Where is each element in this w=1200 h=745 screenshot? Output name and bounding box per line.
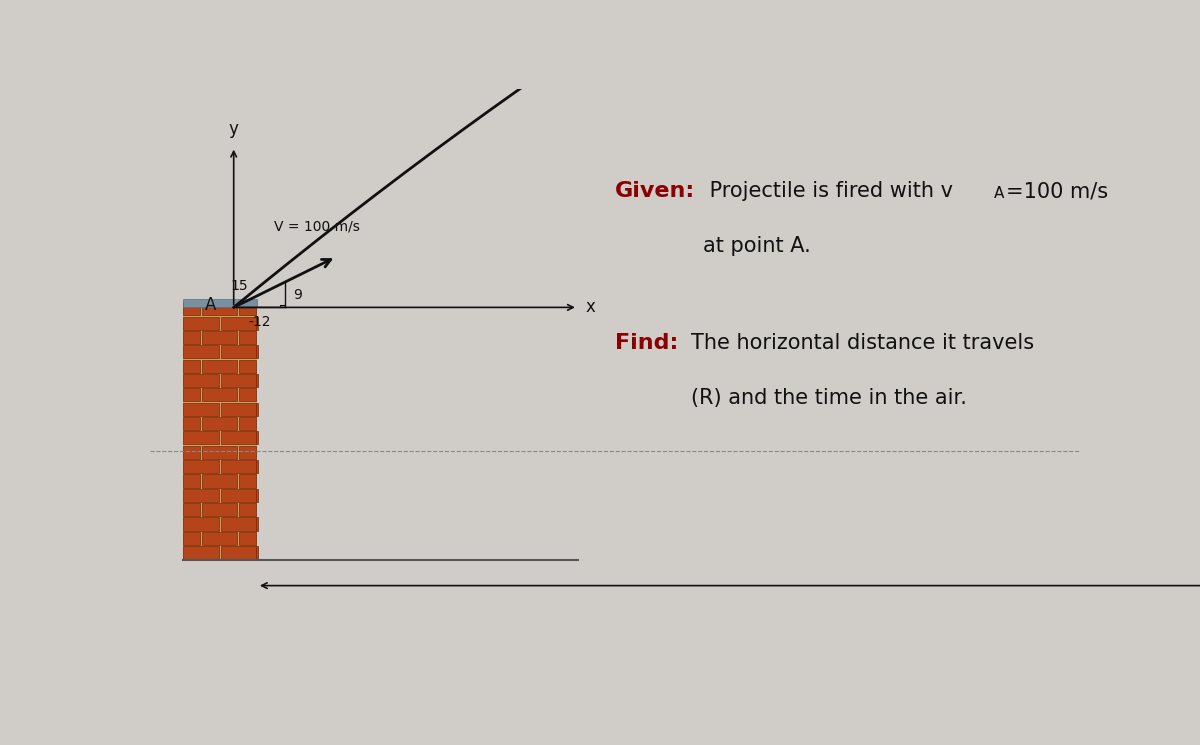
Bar: [239, 532, 256, 545]
Bar: [184, 446, 200, 459]
Text: =100 m/s: =100 m/s: [1006, 181, 1108, 201]
Text: (R) and the time in the air.: (R) and the time in the air.: [691, 387, 967, 408]
Bar: [256, 546, 258, 559]
Bar: [256, 431, 258, 445]
Bar: [221, 431, 256, 445]
Bar: [182, 299, 257, 308]
Bar: [256, 374, 258, 387]
Bar: [256, 489, 258, 502]
Bar: [221, 517, 256, 530]
Bar: [202, 446, 238, 459]
Bar: [239, 446, 256, 459]
Bar: [184, 431, 218, 445]
Bar: [239, 388, 256, 402]
Bar: [184, 503, 200, 516]
Text: Given:: Given:: [616, 181, 695, 201]
Bar: [202, 360, 238, 372]
Bar: [239, 503, 256, 516]
Bar: [184, 517, 218, 530]
Bar: [256, 517, 258, 530]
Bar: [184, 360, 200, 372]
Bar: [202, 388, 238, 402]
Bar: [239, 331, 256, 344]
Text: Find:: Find:: [616, 333, 678, 353]
Bar: [202, 302, 238, 315]
Bar: [221, 489, 256, 502]
Text: The horizontal distance it travels: The horizontal distance it travels: [691, 333, 1034, 353]
Bar: [202, 503, 238, 516]
Bar: [221, 345, 256, 358]
Bar: [184, 302, 200, 315]
Bar: [256, 317, 258, 330]
Bar: [184, 331, 200, 344]
Text: y: y: [229, 120, 239, 138]
Bar: [184, 532, 200, 545]
Bar: [221, 460, 256, 473]
Bar: [184, 388, 200, 402]
Bar: [184, 345, 218, 358]
Bar: [184, 317, 218, 330]
Text: x: x: [586, 299, 595, 317]
Bar: [202, 475, 238, 487]
Bar: [256, 402, 258, 416]
Bar: [184, 374, 218, 387]
Bar: [239, 302, 256, 315]
Bar: [184, 417, 200, 430]
Text: 15: 15: [230, 279, 247, 294]
Text: at point A.: at point A.: [703, 235, 811, 256]
Bar: [184, 546, 218, 559]
Bar: [221, 374, 256, 387]
Bar: [221, 546, 256, 559]
Text: A: A: [205, 296, 216, 314]
Bar: [256, 345, 258, 358]
Bar: [184, 402, 218, 416]
Bar: [184, 475, 200, 487]
Bar: [184, 460, 218, 473]
Bar: [182, 308, 257, 559]
Text: V = 100 m/s: V = 100 m/s: [275, 220, 360, 234]
Bar: [256, 460, 258, 473]
Bar: [202, 532, 238, 545]
Bar: [202, 417, 238, 430]
Bar: [239, 417, 256, 430]
Bar: [239, 360, 256, 372]
Text: 9: 9: [294, 288, 302, 302]
Bar: [239, 475, 256, 487]
Text: A: A: [994, 186, 1004, 200]
Bar: [202, 331, 238, 344]
Bar: [221, 402, 256, 416]
Bar: [221, 317, 256, 330]
Text: -12: -12: [248, 314, 270, 329]
Text: Projectile is fired with v: Projectile is fired with v: [703, 181, 953, 201]
Bar: [184, 489, 218, 502]
